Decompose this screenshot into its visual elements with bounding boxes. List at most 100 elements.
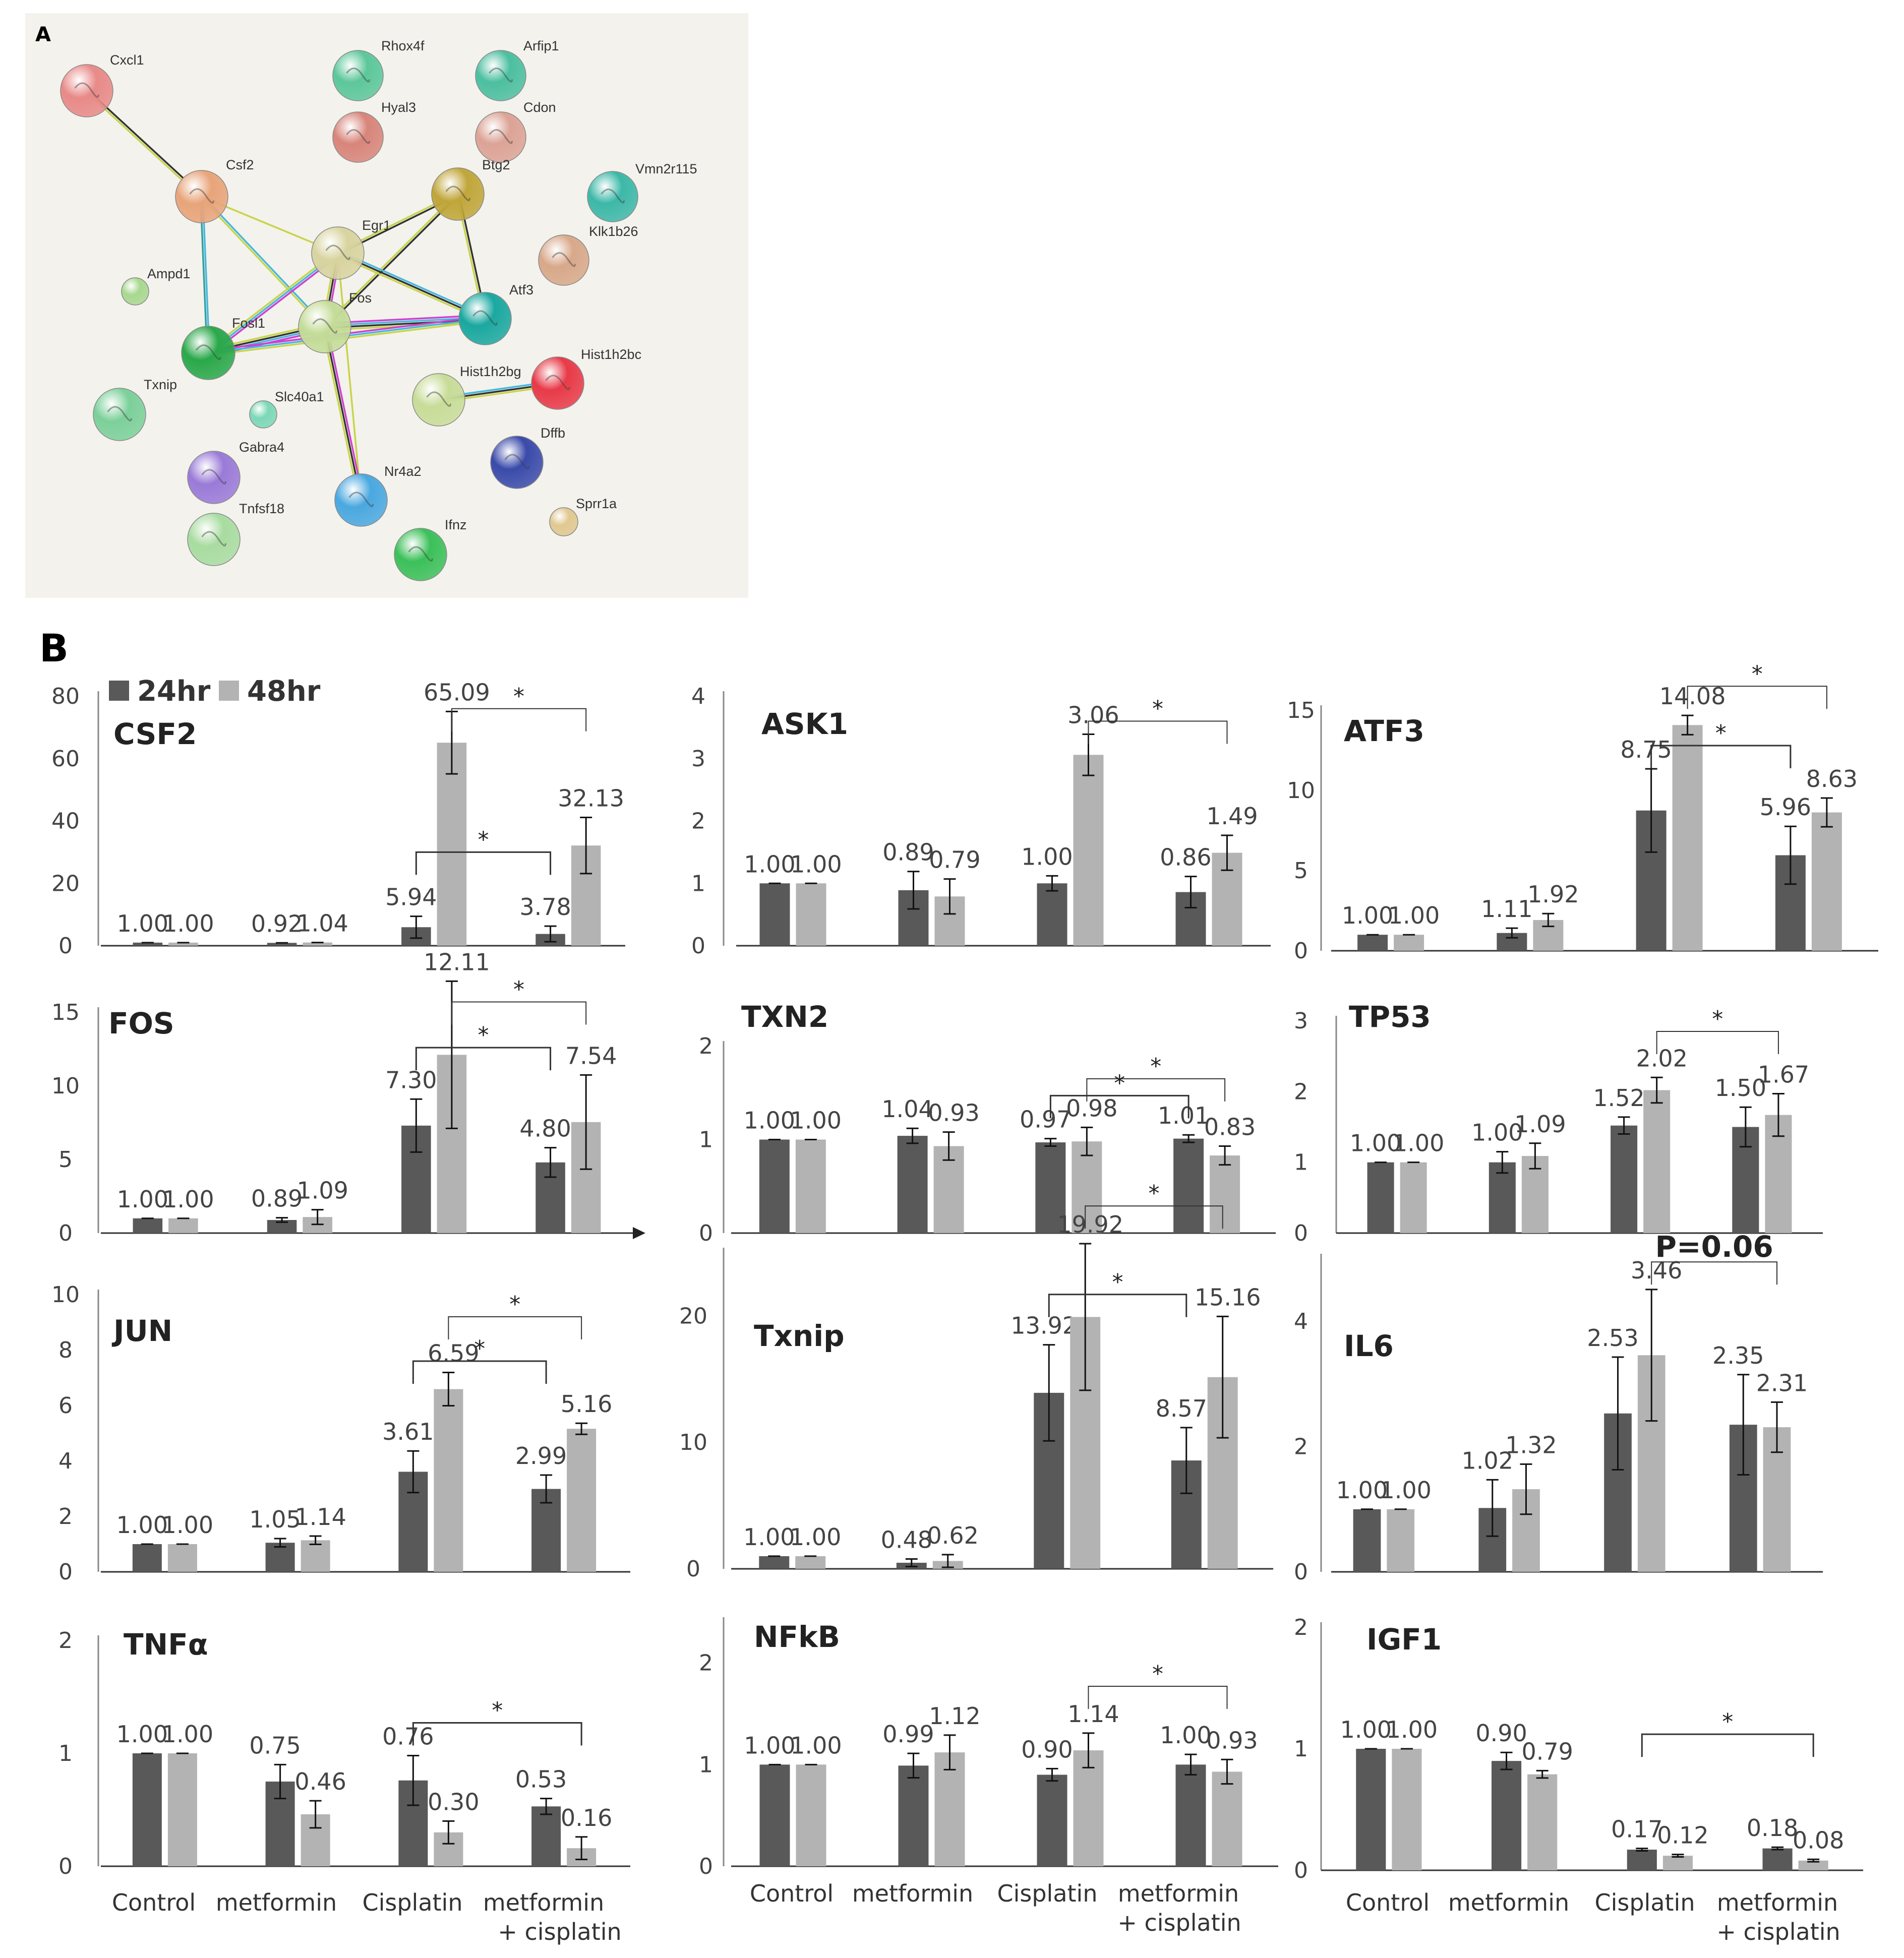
node-structure-arfip1 (489, 68, 513, 83)
significance-bracket (412, 1360, 547, 1384)
chart-txnip: 0 10 20 Txnip 1.00 0.48 13.92 8.57 1.00 0.62 19.92… (679, 1181, 1273, 1582)
edge-egr1-nr4a2 (337, 253, 362, 501)
category-label-cisplatin: Cisplatin (997, 1880, 1097, 1907)
p-value-label: P=0.06 (1655, 1230, 1773, 1264)
y-tick-label: 5 (1294, 858, 1308, 884)
category-label-cisplatin: + cisplatin (1117, 1909, 1241, 1936)
y-tick-label: 10 (1287, 778, 1315, 804)
node-cxcl1 (60, 64, 113, 117)
node-arfip1 (475, 50, 526, 101)
value-label: 1.11 (1481, 895, 1532, 923)
bar-txnip-48hr-0 (795, 1556, 826, 1569)
value-label: 0.18 (1747, 1814, 1798, 1842)
node-structure-klk1b26 (552, 252, 576, 267)
significance-star: * (1148, 1181, 1159, 1206)
value-label: 1.09 (1514, 1111, 1566, 1138)
node-structure-cdon (489, 129, 513, 144)
node-txnip (93, 388, 146, 441)
value-label: 1.04 (296, 910, 348, 937)
bar-il6-48hr-0 (1387, 1509, 1415, 1572)
value-label: 1.00 (1160, 1722, 1211, 1749)
value-label: 1.49 (1206, 803, 1258, 830)
category-label-metformin: metformin (852, 1880, 973, 1907)
value-label: 1.67 (1758, 1061, 1809, 1088)
bar-jun-24hr-0 (132, 1544, 162, 1572)
value-label: 8.63 (1806, 765, 1858, 792)
bar-nfkb-24hr-3 (1175, 1764, 1206, 1866)
bar-nfkb-24hr-1 (898, 1765, 929, 1866)
bar-igf1-48hr-0 (1392, 1749, 1422, 1870)
value-label: 7.30 (385, 1066, 437, 1093)
node-label-btg2: Btg2 (482, 157, 510, 172)
node-nr4a2 (334, 473, 388, 527)
node-structure-hyal3 (346, 129, 370, 144)
node-sprr1a (549, 507, 578, 536)
node-structure-hist1h2bg (426, 391, 451, 407)
chart-csf2: 0 20 40 60 80 CSF2 1.00 0.92 5.94 3.78 1.00 1.04 65.… (51, 679, 625, 959)
legend-swatch-48hr (219, 681, 239, 701)
node-label-rhox4f: Rhox4f (381, 38, 425, 53)
node-structure-hist1h2bc (545, 375, 570, 390)
y-tick-label: 6 (58, 1393, 73, 1419)
bar-igf1-48hr-2 (1662, 1856, 1693, 1870)
value-label: 1.00 (790, 1523, 841, 1551)
value-label: 1.00 (1342, 902, 1393, 929)
value-label: 1.12 (929, 1702, 980, 1730)
y-tick-label: 1 (699, 1127, 713, 1153)
significance-star: * (513, 684, 524, 709)
bar-nfkb-48hr-3 (1212, 1771, 1242, 1866)
bar-ask1-24hr-0 (759, 883, 790, 946)
significance-star: * (1152, 1661, 1163, 1687)
y-tick-label: 0 (1294, 938, 1308, 964)
significance-star: * (1715, 720, 1727, 746)
node-structure-csf2 (189, 188, 214, 204)
edge-egr1-atf3 (338, 250, 487, 318)
significance-bracket (451, 1001, 587, 1025)
value-label: 32.13 (558, 785, 624, 812)
value-label: 4.80 (519, 1115, 571, 1142)
y-tick-label: 2 (1294, 1434, 1308, 1460)
y-tick-label: 8 (58, 1337, 73, 1363)
value-label: 0.86 (1160, 844, 1211, 871)
y-tick-label: 2 (699, 1033, 713, 1059)
value-label: 1.14 (294, 1503, 346, 1531)
value-label: 1.00 (1350, 1130, 1401, 1157)
value-label: 1.02 (1462, 1447, 1513, 1474)
node-csf2 (175, 170, 228, 223)
bar-ask1-48hr-0 (796, 883, 826, 946)
bar-jun-48hr-1 (301, 1540, 330, 1572)
significance-star: * (492, 1698, 503, 1724)
node-label-atf3: Atf3 (509, 282, 533, 297)
node-label-dffb: Dffb (541, 425, 565, 441)
value-label: 0.17 (1611, 1816, 1662, 1843)
edge-egr1-fosl1 (206, 251, 337, 352)
value-label: 1.00 (162, 1721, 213, 1748)
chart-tnf: 0 1 2 TNFα 1.00 0.75 0.76 0.53 1.00 0.46 0.30 0.16 * (58, 1627, 630, 1879)
node-label-slc40a1: Slc40a1 (275, 389, 324, 404)
node-structure-cxcl1 (74, 82, 99, 98)
value-label: 5.16 (561, 1390, 612, 1418)
significance-bracket (412, 1722, 582, 1746)
y-tick-label: 15 (51, 1000, 80, 1025)
value-label: 0.93 (1206, 1727, 1258, 1754)
bar-nfkb-48hr-0 (796, 1764, 826, 1866)
node-label-egr1: Egr1 (362, 218, 391, 233)
value-label: 0.79 (1521, 1738, 1573, 1765)
value-label: 0.79 (929, 846, 980, 874)
y-tick-label: 1 (691, 871, 705, 896)
y-tick-label: 20 (679, 1303, 707, 1329)
category-label-cisplatin: Cisplatin (1594, 1889, 1695, 1916)
value-label: 1.92 (1527, 881, 1579, 908)
y-tick-label: 2 (691, 809, 705, 834)
node-vmn2r115 (587, 171, 638, 222)
value-label: 7.54 (565, 1042, 617, 1069)
significance-star: * (513, 977, 524, 1003)
y-tick-label: 1 (1294, 1736, 1308, 1762)
bar-atf3-48hr-2 (1672, 725, 1703, 951)
chart-title-nfkb: NFkB (754, 1620, 840, 1654)
bar-ask1-24hr-2 (1037, 883, 1067, 946)
value-label: 0.99 (882, 1721, 934, 1748)
value-label: 1.00 (790, 1732, 842, 1759)
value-label: 1.00 (790, 1107, 842, 1134)
